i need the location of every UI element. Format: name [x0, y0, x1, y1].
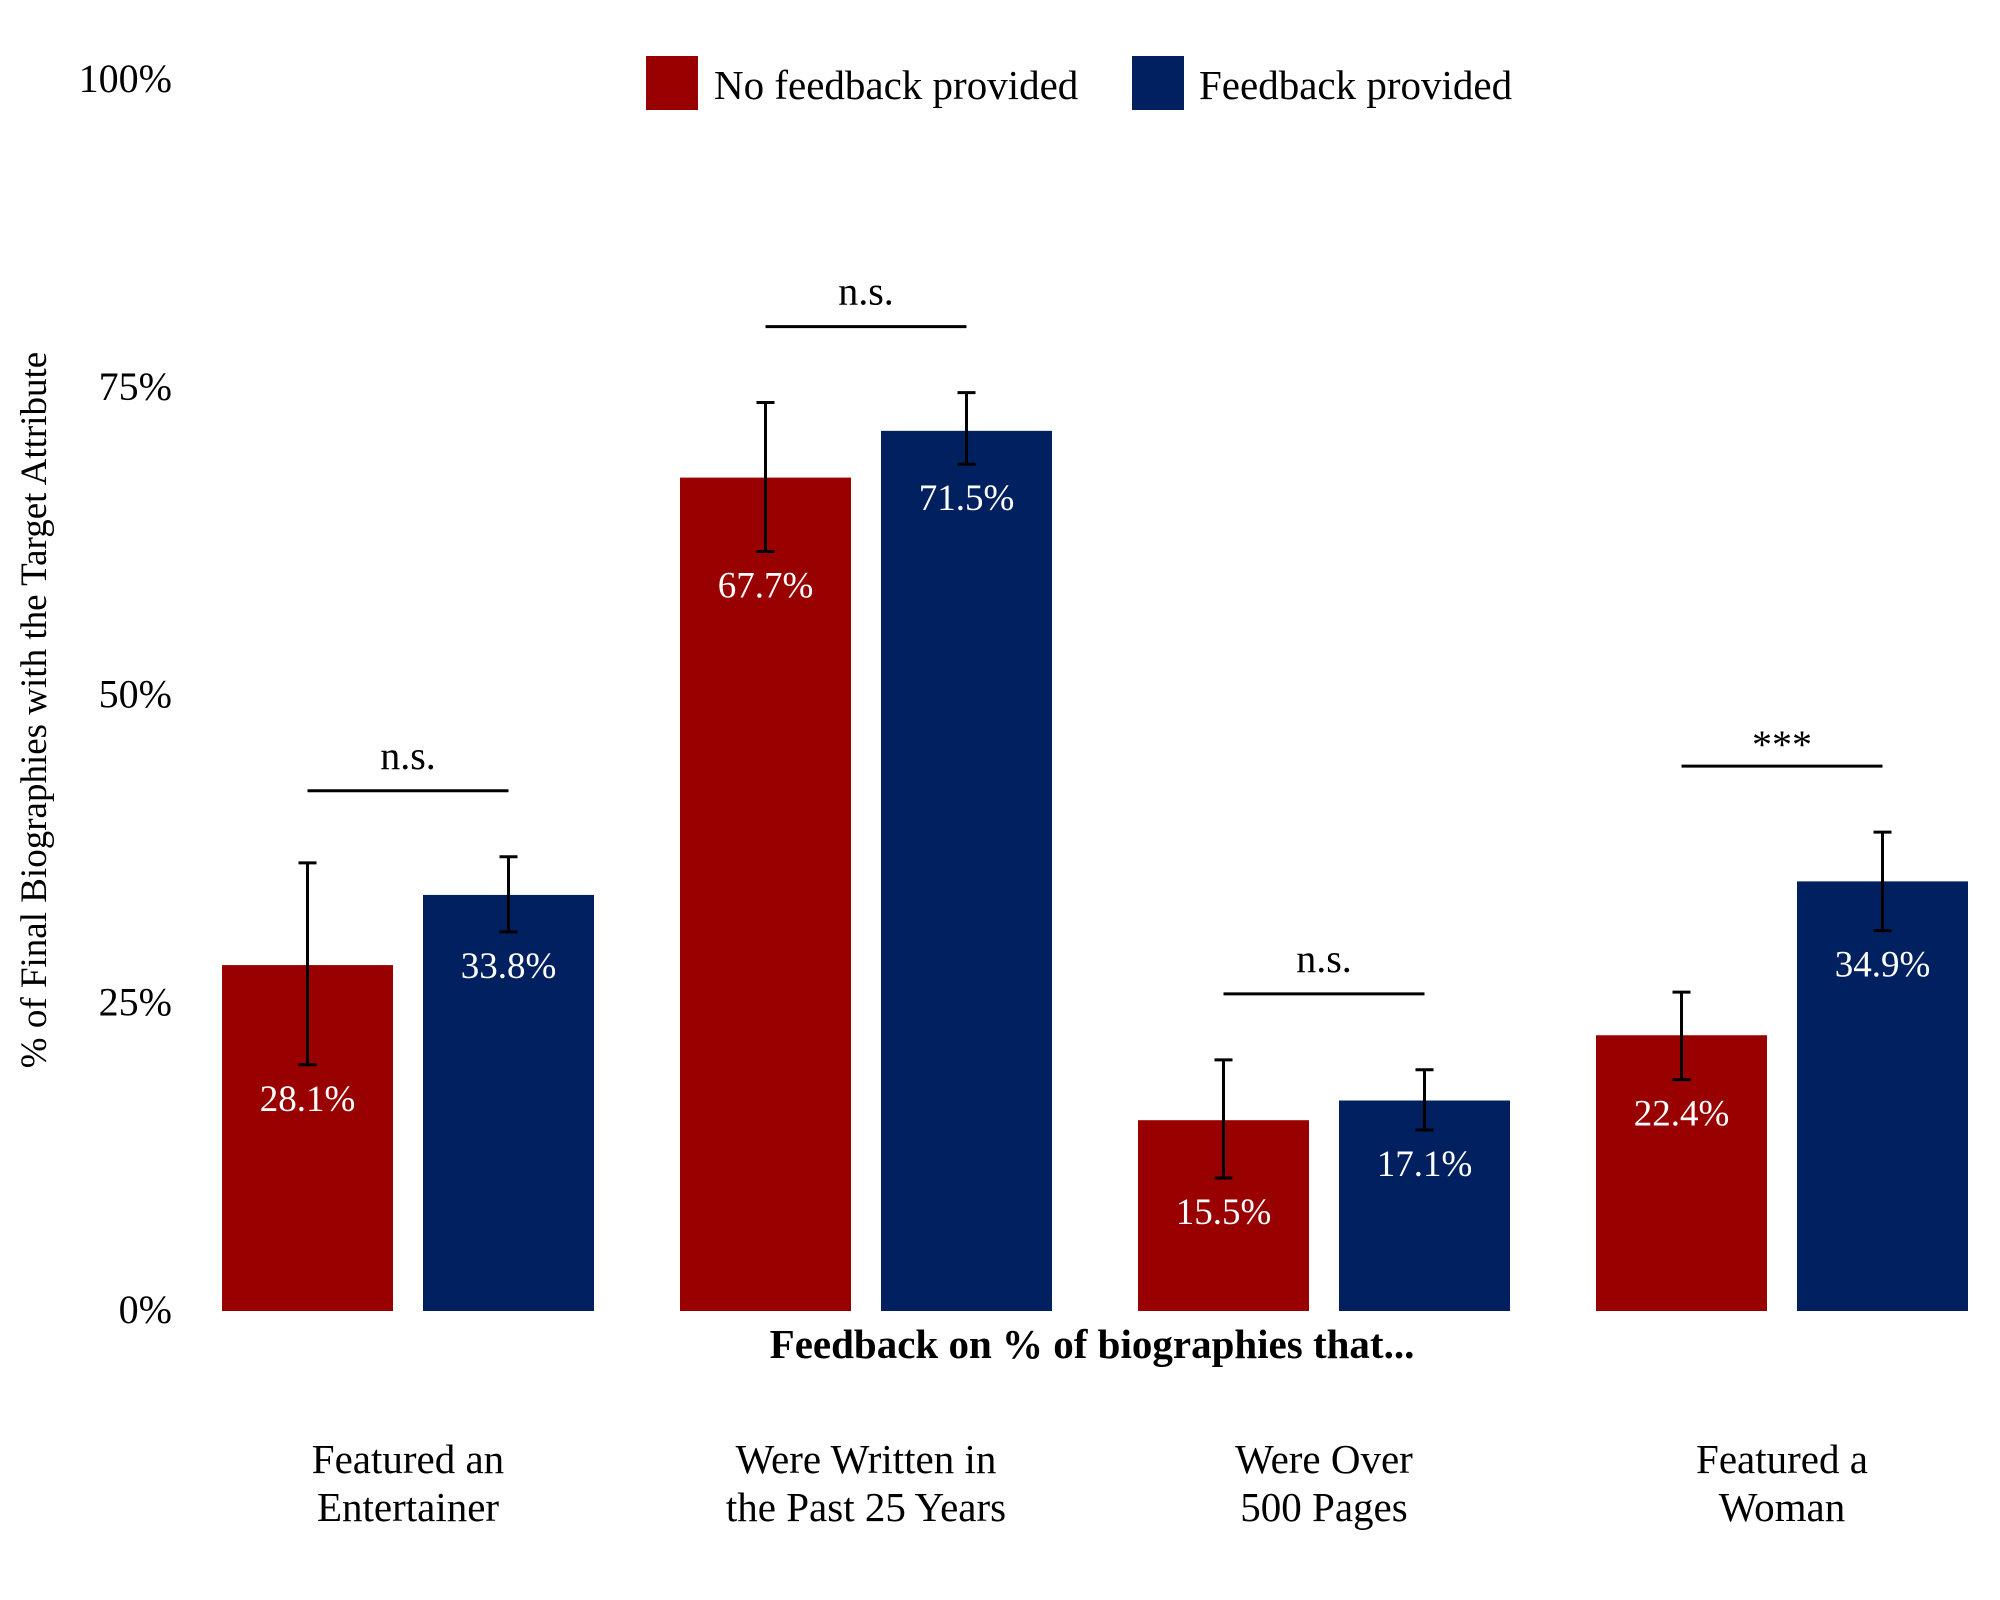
category-label-line: Were Over: [1235, 1436, 1413, 1482]
legend-label-feedback: Feedback provided: [1199, 62, 1512, 108]
y-tick-label: 50%: [99, 672, 172, 717]
category-label-line: Featured a: [1696, 1436, 1868, 1482]
legend-swatch-feedback: [1132, 56, 1184, 110]
bar: [1339, 1100, 1510, 1311]
significance-label: n.s.: [1296, 936, 1352, 981]
data-label: 67.7%: [718, 565, 814, 606]
bar: [680, 477, 851, 1311]
y-tick-label: 75%: [99, 364, 172, 409]
bar: [1596, 1035, 1767, 1311]
y-tick-label: 0%: [119, 1287, 172, 1332]
bar: [881, 430, 1052, 1312]
data-label: 17.1%: [1377, 1144, 1473, 1185]
significance-label: ***: [1752, 722, 1812, 767]
category-label: Were Written in the Past 25 Years: [726, 1436, 1006, 1530]
category-label-line: 500 Pages: [1240, 1484, 1407, 1530]
category-label-line: Entertainer: [317, 1484, 499, 1530]
data-label: 28.1%: [260, 1079, 356, 1120]
y-axis: 0% 25% 50% 75% 100%: [79, 56, 172, 1332]
y-tick-label: 25%: [99, 979, 172, 1024]
category-label-line: Featured an: [312, 1436, 504, 1482]
category-label-line: Woman: [1719, 1484, 1846, 1530]
significance-label: n.s.: [838, 269, 894, 314]
significance-label: n.s.: [380, 733, 436, 778]
bar: [1797, 881, 1968, 1311]
category-label: Featured a Woman: [1696, 1436, 1868, 1530]
legend: No feedback provided Feedback provided: [646, 56, 1512, 110]
category-labels: Featured an Entertainer Were Written in the…: [312, 1436, 1868, 1530]
data-label: 71.5%: [919, 478, 1015, 519]
bar: [423, 894, 594, 1311]
data-label: 34.9%: [1835, 945, 1931, 986]
y-tick-label: 100%: [79, 56, 172, 101]
category-label: Featured an Entertainer: [312, 1436, 504, 1530]
plot-area: 28.1% 33.8% n.s. 67.7% 71.5% n.s. 15.5% 17.1% n.…: [222, 269, 1968, 1312]
data-label: 15.5%: [1176, 1192, 1272, 1233]
category-label: Were Over 500 Pages: [1235, 1436, 1413, 1530]
data-label: 33.8%: [461, 946, 557, 987]
category-label-line: the Past 25 Years: [726, 1484, 1006, 1530]
x-axis-label: Feedback on % of biographies that...: [770, 1321, 1415, 1367]
legend-label-no-feedback: No feedback provided: [714, 62, 1078, 108]
data-label: 22.4%: [1634, 1094, 1730, 1135]
y-axis-label: % of Final Biographies with the Target A…: [14, 352, 55, 1068]
category-label-line: Were Written in: [736, 1436, 997, 1482]
legend-swatch-no-feedback: [646, 56, 698, 110]
